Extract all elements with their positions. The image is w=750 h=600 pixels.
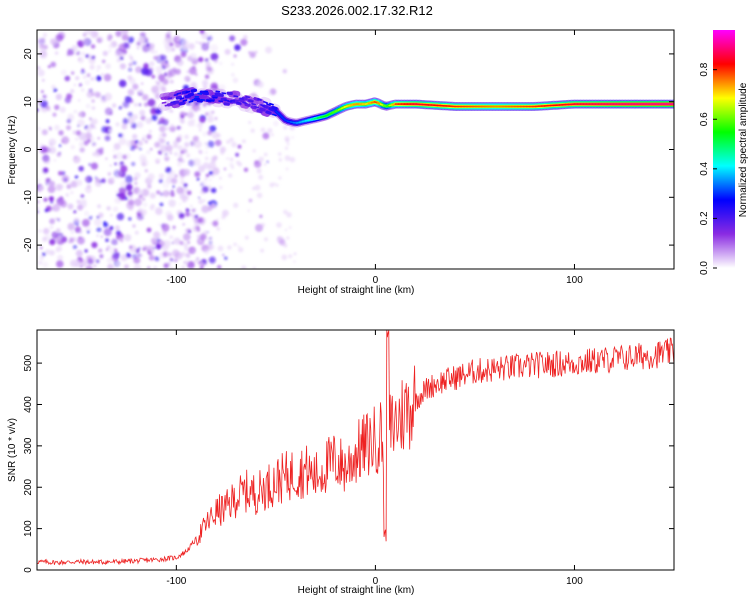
spectrogram-y-tick-label: -20 xyxy=(23,237,34,252)
snr-panel: -100 0 100 0 100 200 300 400 500 Height of strai… xyxy=(7,329,675,596)
spectrogram-x-tick-label: 100 xyxy=(566,275,583,286)
snr-y-axis-label: SNR (10 * v/v) xyxy=(7,418,18,482)
snr-x-tick-label: 100 xyxy=(566,576,583,587)
colorbar-label: Normalized spectral amplitude xyxy=(738,82,749,217)
snr-y-tick-label: 200 xyxy=(23,478,34,495)
colorbar-scale xyxy=(713,30,735,268)
spectrogram-y-tick-label: 10 xyxy=(23,96,34,108)
spectrogram-x-axis-label: Height of straight line (km) xyxy=(298,285,415,296)
spectrogram-y-axis-label: Frequency (Hz) xyxy=(7,116,18,185)
spectrogram-cells xyxy=(37,30,674,269)
figure-title: S233.2026.002.17.32.R12 xyxy=(281,3,433,18)
noise-speckles xyxy=(37,30,297,269)
snr-y-tick-label: 100 xyxy=(23,520,34,537)
snr-y-tick-label: 500 xyxy=(23,354,34,371)
colorbar-tick-label: 0.4 xyxy=(699,161,710,175)
snr-x-tick-label: -100 xyxy=(166,576,186,587)
spectrogram-y-tick-label: -10 xyxy=(23,190,34,205)
colorbar-tick-label: 0.2 xyxy=(699,211,710,225)
spectrogram-x-tick-label: -100 xyxy=(166,275,186,286)
colorbar-tick-label: 0.6 xyxy=(699,112,710,126)
spectrogram-y-tick-label: 20 xyxy=(23,48,34,60)
snr-x-axis-label: Height of straight line (km) xyxy=(298,585,415,596)
snr-y-tick-label: 300 xyxy=(23,437,34,454)
snr-plot-area xyxy=(37,330,674,566)
snr-series-line xyxy=(37,330,674,566)
spectrogram-plot-area xyxy=(37,30,674,269)
snr-y-tick-label: 400 xyxy=(23,396,34,413)
spectrogram-y-tick-label: 0 xyxy=(23,146,34,152)
colorbar-ticks: 0.0 0.2 0.4 0.6 0.8 xyxy=(699,62,717,275)
snr-frame xyxy=(36,329,675,571)
colorbar: 0.0 0.2 0.4 0.6 0.8 Normalized spectral ampl… xyxy=(699,30,749,275)
colorbar-tick-label: 0.0 xyxy=(699,261,710,275)
snr-x-tick-label: 0 xyxy=(373,576,379,587)
snr-axes: -100 0 100 0 100 200 300 400 500 xyxy=(23,330,674,587)
colorbar-tick-label: 0.8 xyxy=(699,62,710,76)
tone-ridge xyxy=(157,87,674,128)
spectrogram-x-tick-label: 0 xyxy=(373,275,379,286)
snr-y-tick-label: 0 xyxy=(23,567,34,573)
